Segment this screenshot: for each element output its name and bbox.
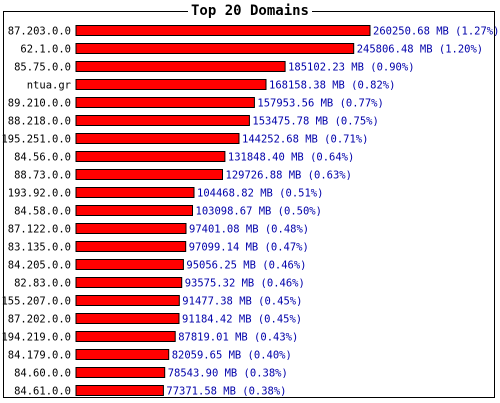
value-label: 153475.78 MB (0.75%) bbox=[252, 116, 378, 128]
bar bbox=[75, 169, 223, 180]
bar bbox=[75, 25, 371, 36]
bar bbox=[75, 277, 183, 288]
value-label: 93575.32 MB (0.46%) bbox=[185, 278, 305, 290]
category-label: 195.251.0.0 bbox=[1, 134, 71, 146]
category-label: 84.61.0.0 bbox=[14, 386, 71, 398]
category-label: 84.56.0.0 bbox=[14, 152, 71, 164]
bar bbox=[75, 115, 250, 126]
value-label: 82059.65 MB (0.40%) bbox=[172, 350, 292, 362]
bar bbox=[75, 385, 164, 396]
bar bbox=[75, 367, 166, 378]
category-label: 83.135.0.0 bbox=[8, 242, 71, 254]
bar bbox=[75, 223, 187, 234]
category-label: 87.203.0.0 bbox=[8, 26, 71, 38]
category-label: 89.210.0.0 bbox=[8, 98, 71, 110]
value-label: 129726.88 MB (0.63%) bbox=[226, 170, 352, 182]
bar bbox=[75, 151, 226, 162]
value-label: 144252.68 MB (0.71%) bbox=[242, 134, 368, 146]
category-label: 88.73.0.0 bbox=[14, 170, 71, 182]
value-label: 97401.08 MB (0.48%) bbox=[189, 224, 309, 236]
category-label: 84.179.0.0 bbox=[8, 350, 71, 362]
value-label: 260250.68 MB (1.27%) bbox=[373, 26, 499, 38]
value-label: 78543.90 MB (0.38%) bbox=[168, 368, 288, 380]
bar bbox=[75, 331, 176, 342]
category-label: 82.83.0.0 bbox=[14, 278, 71, 290]
category-label: 87.202.0.0 bbox=[8, 314, 71, 326]
value-label: 87819.01 MB (0.43%) bbox=[178, 332, 298, 344]
category-label: 62.1.0.0 bbox=[20, 44, 71, 56]
value-label: 131848.40 MB (0.64%) bbox=[228, 152, 354, 164]
value-label: 77371.58 MB (0.38%) bbox=[166, 386, 286, 398]
category-label: 194.219.0.0 bbox=[1, 332, 71, 344]
chart-title-text: Top 20 Domains bbox=[187, 3, 312, 19]
bar bbox=[75, 79, 267, 90]
bar bbox=[75, 43, 355, 54]
bar bbox=[75, 205, 193, 216]
category-label: 84.60.0.0 bbox=[14, 368, 71, 380]
bar bbox=[75, 295, 180, 306]
value-label: 104468.82 MB (0.51%) bbox=[197, 188, 323, 200]
bar bbox=[75, 187, 195, 198]
category-label: 87.122.0.0 bbox=[8, 224, 71, 236]
value-label: 97099.14 MB (0.47%) bbox=[189, 242, 309, 254]
value-label: 91477.38 MB (0.45%) bbox=[182, 296, 302, 308]
value-label: 91184.42 MB (0.45%) bbox=[182, 314, 302, 326]
value-label: 185102.23 MB (0.90%) bbox=[288, 62, 414, 74]
bar bbox=[75, 349, 170, 360]
bar bbox=[75, 97, 255, 108]
bar bbox=[75, 241, 187, 252]
category-label: 88.218.0.0 bbox=[8, 116, 71, 128]
value-label: 245806.48 MB (1.20%) bbox=[357, 44, 483, 56]
category-label: 155.207.0.0 bbox=[1, 296, 71, 308]
bar bbox=[75, 61, 286, 72]
bar bbox=[75, 133, 240, 144]
bar bbox=[75, 313, 180, 324]
category-label: 193.92.0.0 bbox=[8, 188, 71, 200]
chart-title: Top 20 Domains bbox=[0, 3, 500, 19]
value-label: 95056.25 MB (0.46%) bbox=[186, 260, 306, 272]
category-label: ntua.gr bbox=[27, 80, 71, 92]
value-label: 157953.56 MB (0.77%) bbox=[257, 98, 383, 110]
category-label: 84.205.0.0 bbox=[8, 260, 71, 272]
value-label: 103098.67 MB (0.50%) bbox=[196, 206, 322, 218]
value-label: 168158.38 MB (0.82%) bbox=[269, 80, 395, 92]
bar bbox=[75, 259, 184, 270]
category-label: 85.75.0.0 bbox=[14, 62, 71, 74]
category-label: 84.58.0.0 bbox=[14, 206, 71, 218]
